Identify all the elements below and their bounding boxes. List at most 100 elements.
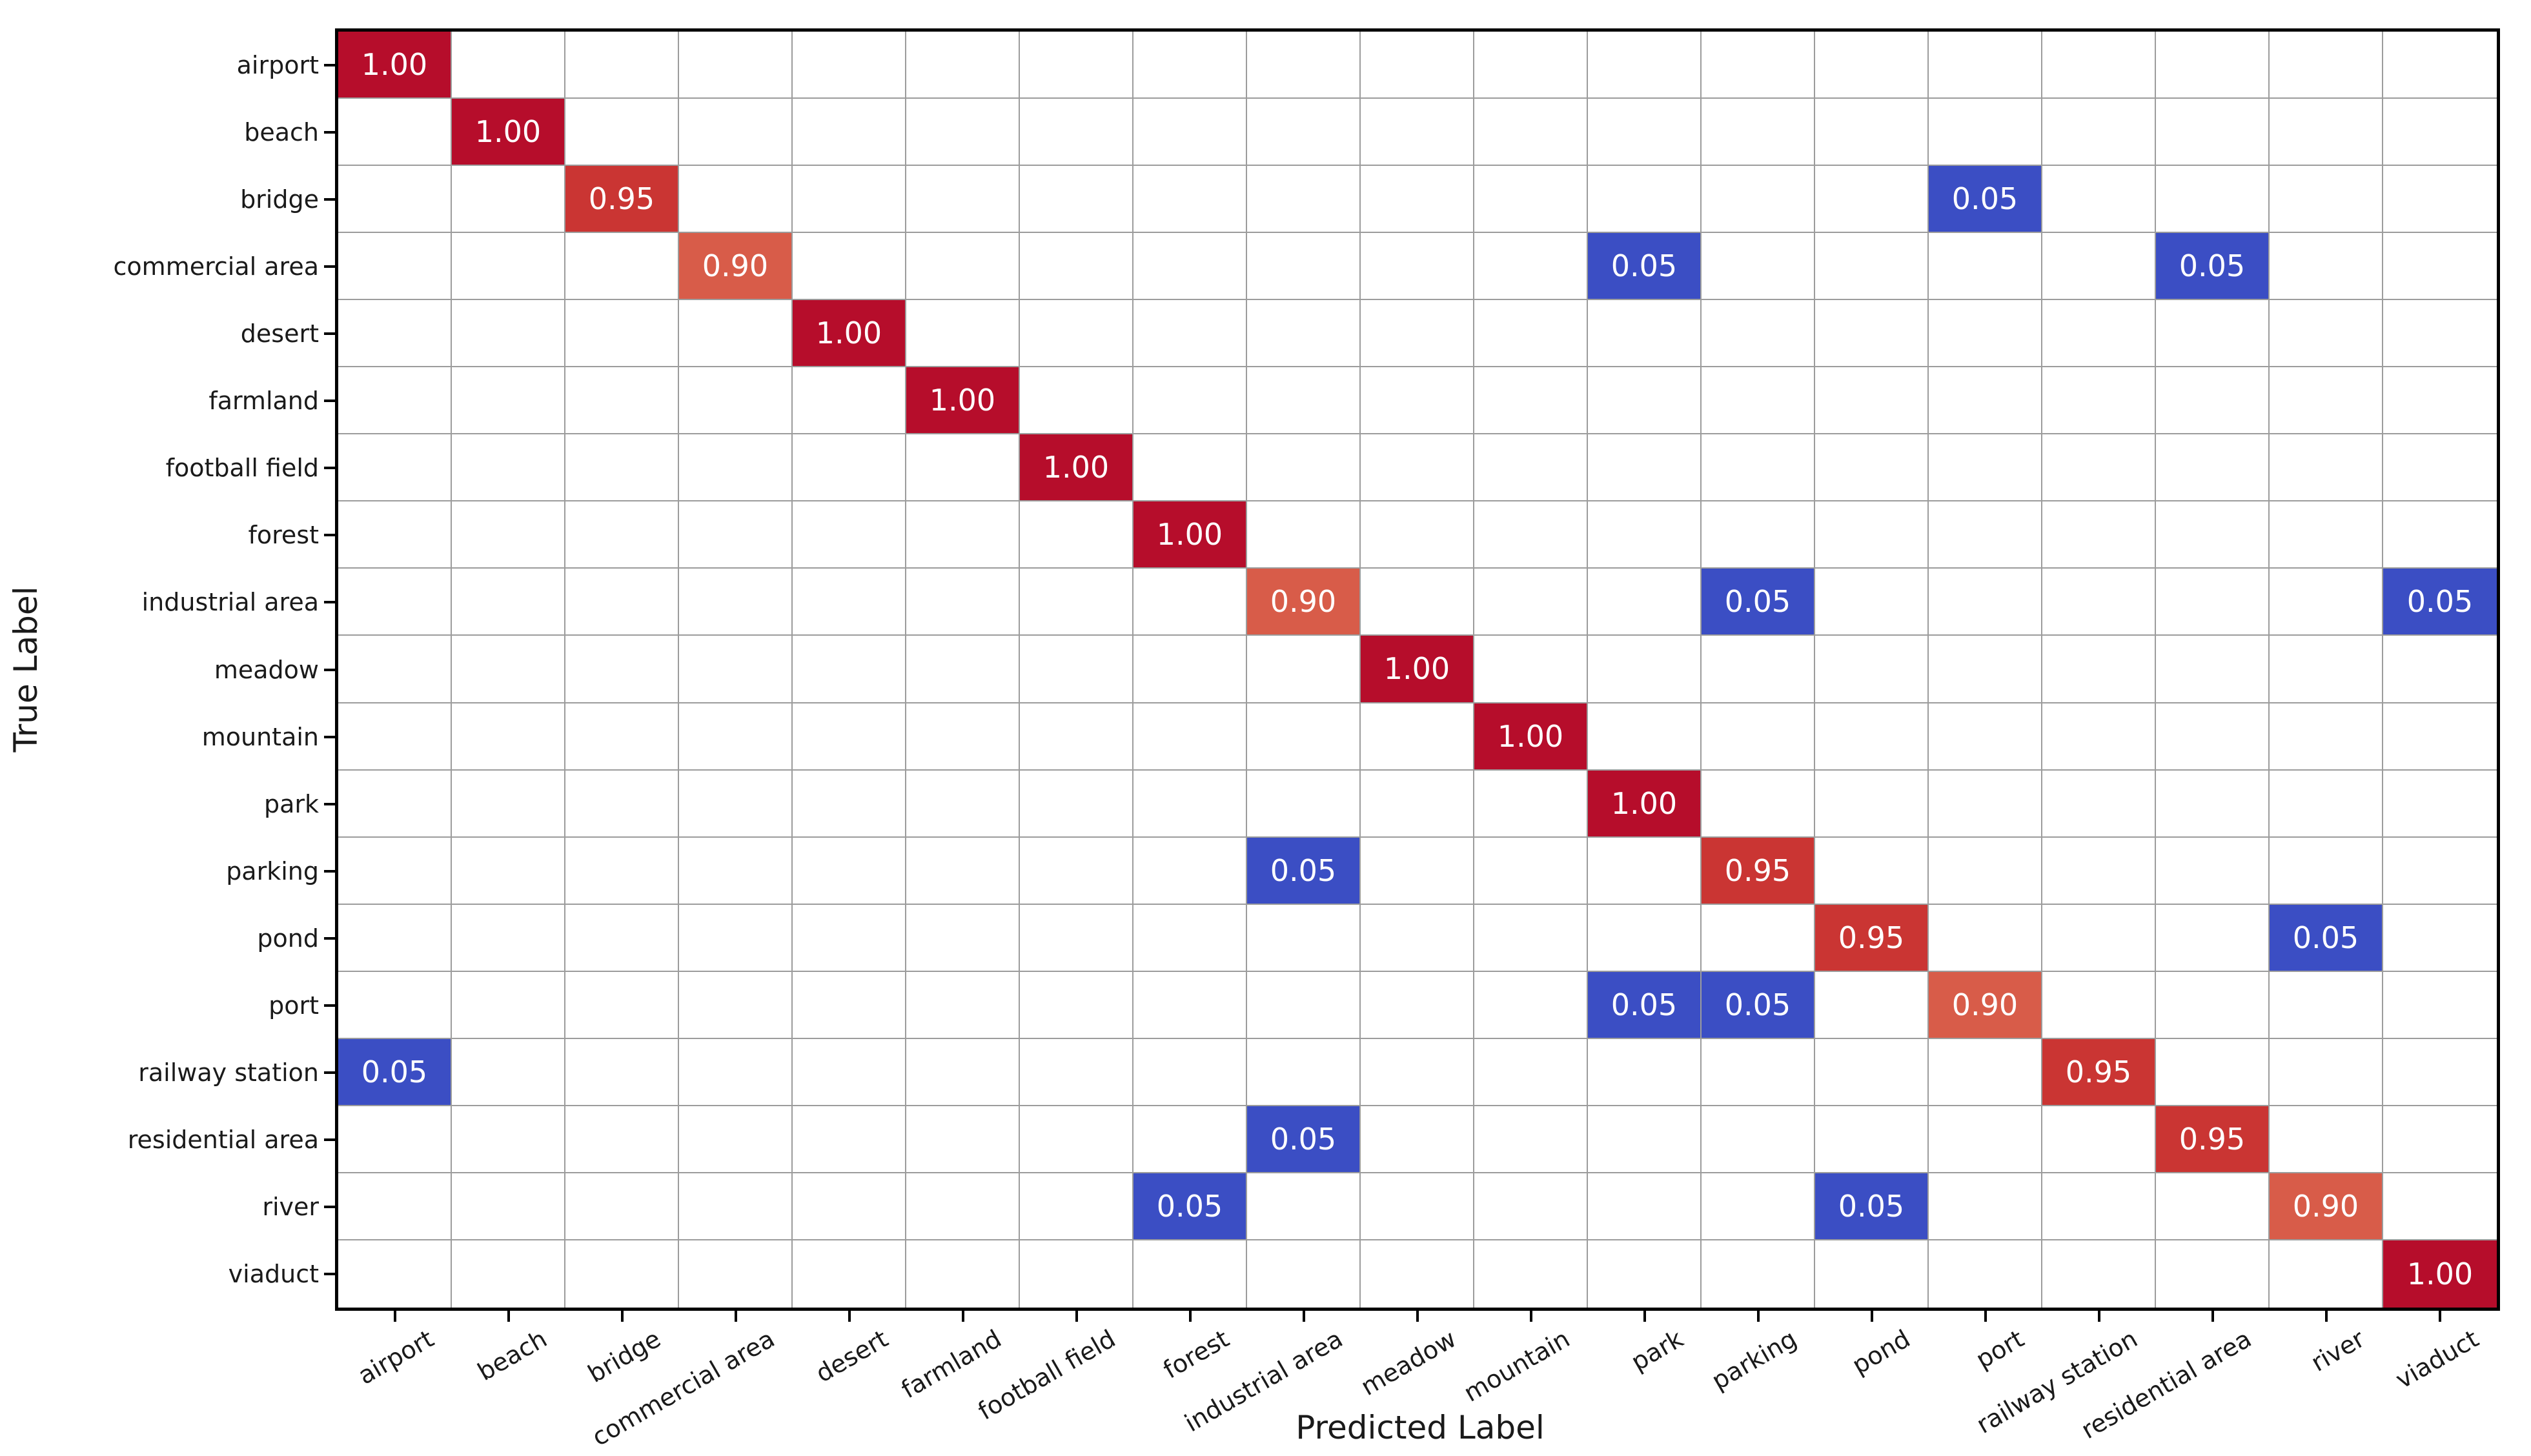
heatmap-cell [1247, 501, 1361, 569]
heatmap-cell [338, 367, 452, 435]
heatmap-cell [2042, 1173, 2156, 1240]
heatmap-cell [1588, 703, 1702, 771]
heatmap-cell [1929, 837, 2042, 905]
heatmap-cell [1247, 434, 1361, 502]
heatmap-cell [2270, 1240, 2383, 1308]
heatmap-cell [1247, 770, 1361, 838]
heatmap-cell [2383, 636, 2497, 703]
heatmap-cell [1133, 367, 1247, 435]
heatmap-cell: 1.00 [1361, 636, 1474, 703]
heatmap-cell [1815, 434, 1929, 502]
heatmap-cell: 0.05 [1247, 837, 1361, 905]
heatmap-cell [1361, 971, 1474, 1039]
heatmap-cell [1020, 971, 1133, 1039]
heatmap-cell [338, 300, 452, 368]
heatmap-cell: 0.95 [2156, 1106, 2270, 1173]
heatmap-cell [906, 904, 1020, 972]
heatmap-cell [1815, 569, 1929, 636]
heatmap-cell [565, 233, 679, 301]
y-axis-tick [324, 265, 335, 268]
heatmap-cell [2156, 904, 2270, 972]
heatmap-cell [2042, 434, 2156, 502]
heatmap-cell [2383, 770, 2497, 838]
heatmap-cell [679, 1106, 793, 1173]
heatmap-cell [2042, 501, 2156, 569]
heatmap-cell [452, 166, 565, 234]
heatmap-cell [1020, 501, 1133, 569]
heatmap-cell [906, 1173, 1020, 1240]
heatmap-cell [793, 434, 906, 502]
heatmap-cell [1815, 367, 1929, 435]
x-tick-label: river [2306, 1324, 2370, 1377]
x-axis-tick [2325, 1311, 2328, 1322]
x-axis-tick [2211, 1311, 2214, 1322]
heatmap-cell [1133, 1106, 1247, 1173]
heatmap-cell [338, 904, 452, 972]
heatmap-cell [1247, 636, 1361, 703]
heatmap-cell [338, 1173, 452, 1240]
heatmap-cell [793, 32, 906, 99]
heatmap-cell [1020, 1106, 1133, 1173]
heatmap-cell [1929, 1173, 2042, 1240]
heatmap-cell [565, 971, 679, 1039]
x-tick-label: commercial area [587, 1324, 779, 1452]
x-axis-tick [394, 1311, 396, 1322]
heatmap-cell [793, 770, 906, 838]
heatmap-cell: 1.00 [2383, 1240, 2497, 1308]
x-axis-tick [2098, 1311, 2100, 1322]
heatmap-cell [565, 367, 679, 435]
x-tick-label: mountain [1459, 1324, 1574, 1408]
heatmap-cell [1929, 32, 2042, 99]
heatmap-cell [2156, 1173, 2270, 1240]
heatmap-cell [2383, 971, 2497, 1039]
heatmap-cell [1361, 233, 1474, 301]
heatmap-cell [2383, 703, 2497, 771]
heatmap-cell [793, 904, 906, 972]
heatmap-cell [2270, 703, 2383, 771]
heatmap-cell [1474, 1173, 1588, 1240]
x-axis-title: Predicted Label [1296, 1409, 1545, 1446]
heatmap-cell [1020, 1038, 1133, 1106]
heatmap-cell [452, 1038, 565, 1106]
x-axis-tick [962, 1311, 964, 1322]
heatmap-cell [1815, 971, 1929, 1039]
heatmap-cell [452, 636, 565, 703]
heatmap-cell [452, 32, 565, 99]
x-axis-tick [1416, 1311, 1419, 1322]
heatmap-cell: 0.05 [1588, 971, 1702, 1039]
heatmap-cell [1020, 300, 1133, 368]
heatmap-cell [793, 367, 906, 435]
heatmap-cell [679, 501, 793, 569]
heatmap-cell [679, 636, 793, 703]
heatmap-cell [793, 166, 906, 234]
heatmap-cell [679, 434, 793, 502]
heatmap-cell [2270, 300, 2383, 368]
heatmap-cell [679, 770, 793, 838]
heatmap-cell [2270, 367, 2383, 435]
heatmap-cell [1133, 99, 1247, 167]
y-axis-tick [324, 1071, 335, 1074]
heatmap-cell [565, 837, 679, 905]
heatmap-cell [1020, 32, 1133, 99]
heatmap-cell [906, 434, 1020, 502]
heatmap-cell [1020, 904, 1133, 972]
heatmap-cell [2383, 1038, 2497, 1106]
heatmap-cell: 0.90 [1929, 971, 2042, 1039]
heatmap-cell [338, 1106, 452, 1173]
heatmap-cell [1361, 1240, 1474, 1308]
heatmap-cell: 0.05 [1929, 166, 2042, 234]
heatmap-cell [452, 703, 565, 771]
heatmap-cell [2270, 501, 2383, 569]
y-tick-label: desert [240, 319, 319, 349]
heatmap-cell [2042, 166, 2156, 234]
heatmap-cell [906, 1038, 1020, 1106]
x-tick-label: desert [811, 1324, 893, 1388]
heatmap-cell [2042, 1240, 2156, 1308]
heatmap-cell: 0.05 [1588, 233, 1702, 301]
heatmap-cell [2042, 300, 2156, 368]
heatmap-cell [1702, 1240, 1815, 1308]
heatmap-cell [1815, 1240, 1929, 1308]
y-tick-label: industrial area [141, 588, 319, 617]
heatmap-cell [1474, 1038, 1588, 1106]
heatmap-cell [793, 1038, 906, 1106]
